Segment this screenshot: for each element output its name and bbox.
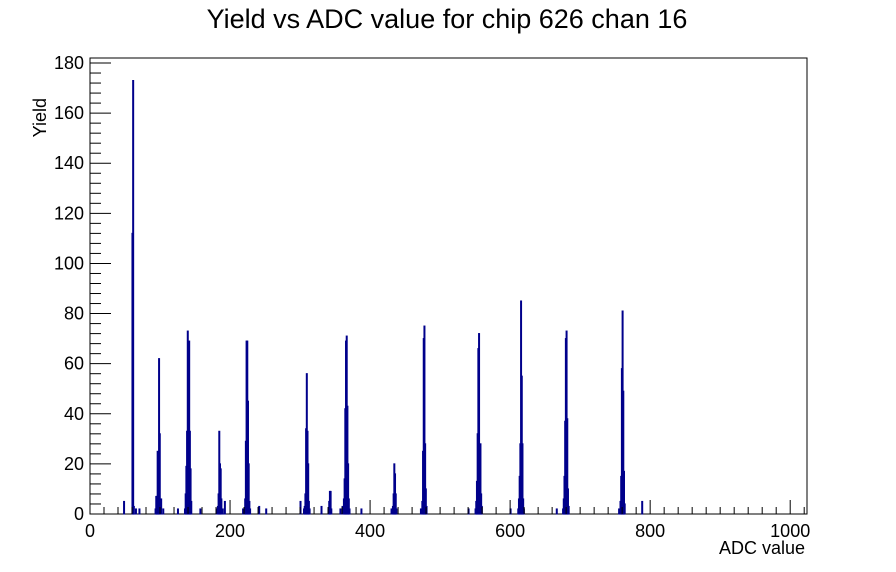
x-tick-label: 600 [495, 521, 525, 541]
histogram-bin [138, 508, 141, 515]
histogram-bin [134, 508, 137, 515]
histogram-bin [249, 508, 252, 515]
histogram-bin [339, 508, 342, 515]
x-tick-label: 800 [635, 521, 665, 541]
y-axis-label: Yield [30, 98, 50, 137]
y-tick-label: 120 [54, 203, 84, 223]
histogram-bin [308, 508, 311, 515]
y-tick-label: 180 [54, 53, 84, 73]
histogram-bin [242, 508, 245, 515]
y-tick-label: 80 [64, 304, 84, 324]
histogram-bin [330, 508, 333, 515]
histogram-bin [623, 503, 626, 515]
x-tick-label: 400 [355, 521, 385, 541]
histogram-bin [320, 505, 323, 515]
histogram-bin [223, 500, 226, 515]
y-axis-ticks: 0 20 40 60 80 100 120 140 160 180 [54, 53, 111, 524]
y-tick-label: 20 [64, 454, 84, 474]
x-axis-label: ADC value [719, 538, 805, 558]
histogram-bars [123, 80, 644, 515]
y-tick-label: 140 [54, 153, 84, 173]
histogram-bin [162, 508, 165, 515]
histogram-bin [258, 505, 261, 515]
y-tick-label: 160 [54, 103, 84, 123]
chart-title: Yield vs ADC value for chip 626 chan 16 [207, 4, 688, 34]
x-axis-ticks: 0 200 400 600 800 1000 [85, 500, 810, 541]
histogram-bin [419, 508, 422, 515]
plot-frame [89, 57, 808, 515]
histogram-bin [555, 508, 558, 515]
histogram-bin [158, 433, 161, 515]
histogram-bin [160, 498, 163, 515]
histogram-bin [567, 505, 570, 515]
histogram-bin [641, 500, 644, 515]
y-tick-label: 0 [74, 504, 84, 524]
histogram-bin [176, 508, 179, 515]
histogram-bin [199, 508, 202, 515]
histogram-bin [220, 498, 223, 515]
x-tick-label: 1000 [770, 521, 810, 541]
x-tick-label: 0 [85, 521, 95, 541]
histogram-bin [348, 508, 351, 515]
histogram-bin [618, 508, 621, 515]
histogram-bin [265, 508, 268, 515]
histogram-bin [190, 500, 193, 515]
histogram-bin [123, 500, 126, 515]
y-tick-label: 60 [64, 354, 84, 374]
x-tick-label: 200 [215, 521, 245, 541]
histogram-bin [132, 505, 135, 515]
histogram-bin [221, 508, 224, 515]
histogram-bin [132, 80, 135, 515]
y-tick-label: 100 [54, 253, 84, 273]
histogram-bin [395, 508, 398, 515]
histogram-bin [390, 508, 393, 515]
histogram-bin [360, 508, 363, 515]
y-tick-label: 40 [64, 404, 84, 424]
